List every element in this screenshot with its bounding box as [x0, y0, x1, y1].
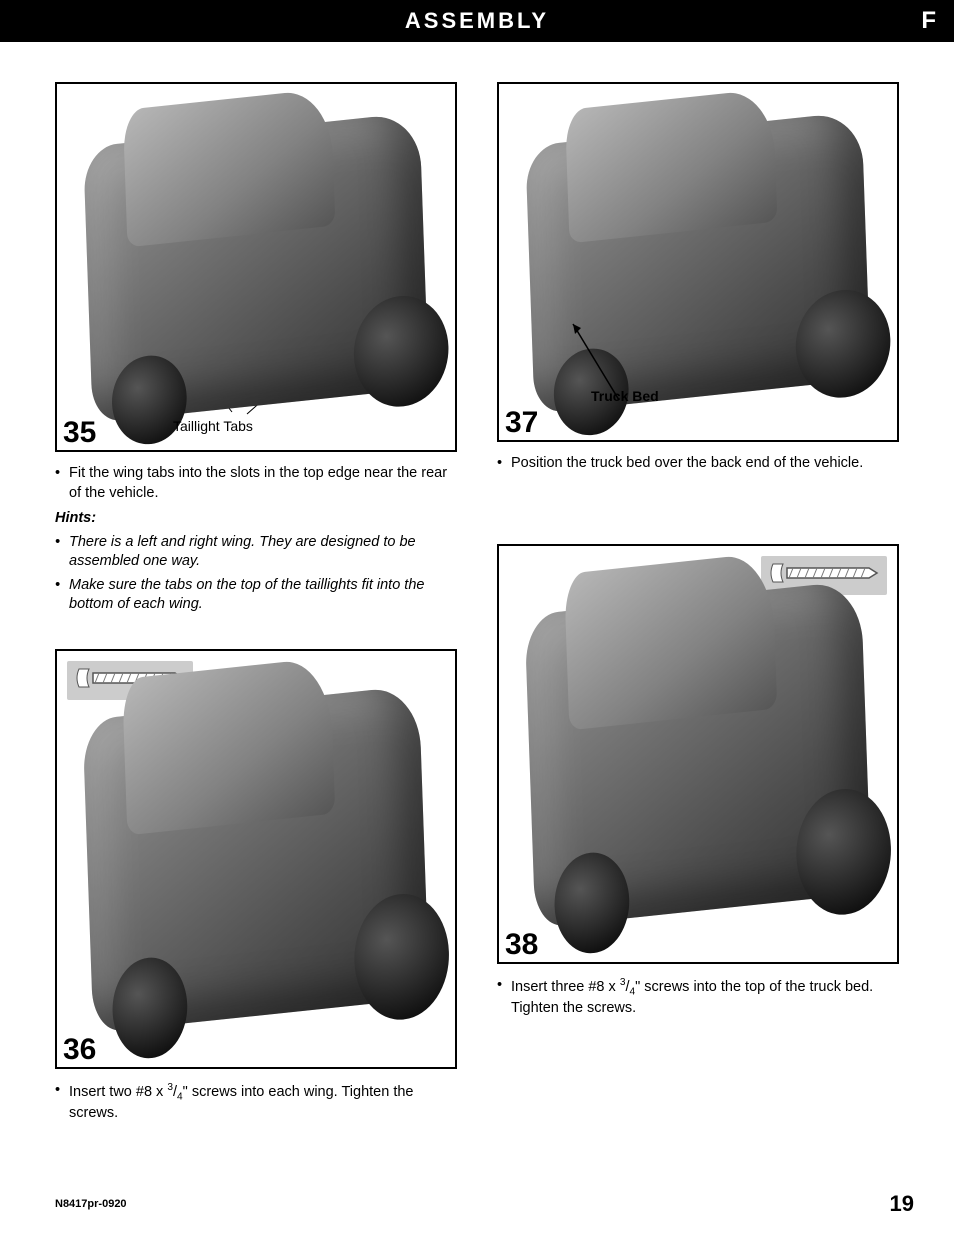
step-36-figure: 36 [55, 649, 457, 1069]
hints-label: Hints: [55, 509, 457, 529]
left-column: Wings Taillight Tabs 35 [55, 82, 457, 1160]
step-37-text: Position the truck bed over the back end… [497, 454, 899, 480]
step-37-figure: Truck Bed 37 [497, 82, 899, 442]
page-number: 19 [890, 1191, 914, 1217]
step-36-text: Insert two #8 x 3/4" screws into each wi… [55, 1081, 457, 1130]
vehicle-illustration [524, 580, 871, 928]
spacer [497, 510, 899, 544]
right-column: Truck Bed 37 Position the truck bed over… [497, 82, 899, 1160]
step-number-35: 35 [63, 416, 96, 450]
vehicle-illustration [82, 685, 429, 1033]
t38a: Insert three #8 x [511, 978, 620, 994]
header-bar: ASSEMBLY F [0, 0, 954, 42]
doc-code: N8417pr-0920 [55, 1198, 127, 1210]
step-37-bullet-1: Position the truck bed over the back end… [497, 454, 899, 474]
step-38-illustration [499, 546, 897, 962]
label-taillight-tabs: Taillight Tabs [173, 418, 253, 434]
step-38-figure: 38 [497, 544, 899, 964]
step-38-text: Insert three #8 x 3/4" screws into the t… [497, 976, 899, 1025]
step-35-text: Fit the wing tabs into the slots in the … [55, 464, 457, 619]
step-35-hint-2: Make sure the tabs on the top of the tai… [55, 576, 457, 615]
step-35-hint-1: There is a left and right wing. They are… [55, 533, 457, 572]
page-footer: N8417pr-0920 19 [0, 1191, 954, 1235]
page-title: ASSEMBLY [0, 8, 954, 34]
callout-arrows-37 [499, 84, 897, 440]
step-number-36: 36 [63, 1033, 96, 1067]
content-grid: Wings Taillight Tabs 35 [0, 42, 954, 1160]
label-truck-bed: Truck Bed [591, 388, 659, 404]
vehicle-illustration [83, 112, 429, 422]
step-37-illustration: Truck Bed [499, 84, 897, 440]
t36a: Insert two #8 x [69, 1084, 167, 1100]
section-letter: F [921, 7, 936, 35]
step-38-bullet-1: Insert three #8 x 3/4" screws into the t… [497, 976, 899, 1019]
step-35-bullet-1: Fit the wing tabs into the slots in the … [55, 464, 457, 503]
t36n: 3 [167, 1082, 173, 1093]
step-35-illustration: Wings Taillight Tabs [57, 84, 455, 450]
step-number-37: 37 [505, 406, 538, 440]
step-number-38: 38 [505, 928, 538, 962]
step-36-illustration [57, 651, 455, 1067]
step-35-figure: Wings Taillight Tabs 35 [55, 82, 457, 452]
t38n: 3 [620, 977, 626, 988]
step-36-bullet-1: Insert two #8 x 3/4" screws into each wi… [55, 1081, 457, 1124]
